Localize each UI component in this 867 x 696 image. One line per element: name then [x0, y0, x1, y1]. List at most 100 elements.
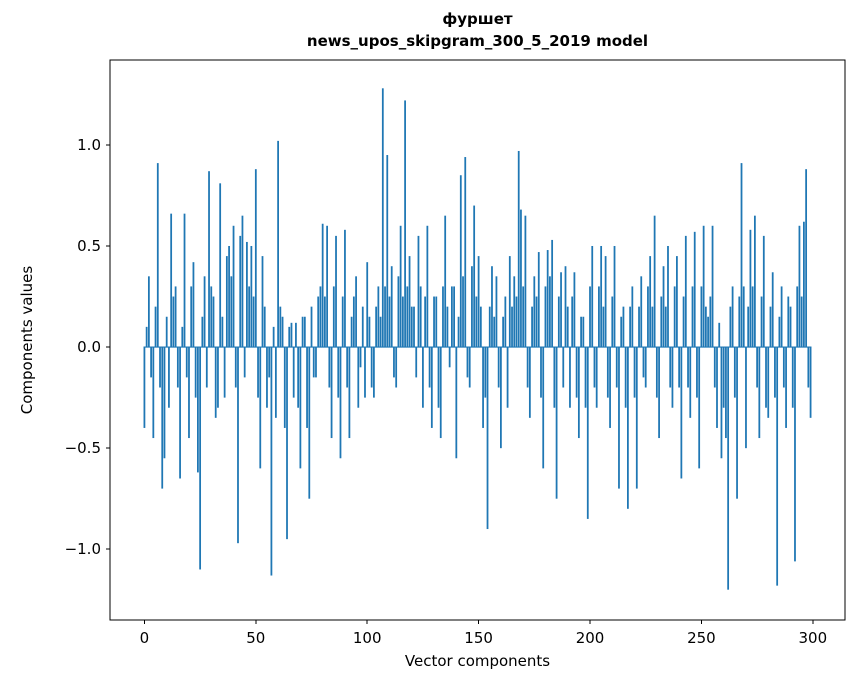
- bar: [691, 286, 694, 348]
- bar: [640, 276, 643, 348]
- bar: [395, 347, 398, 388]
- bar: [658, 347, 660, 439]
- bar: [234, 347, 237, 388]
- bar: [428, 347, 431, 388]
- bar: [424, 296, 427, 348]
- bar: [257, 347, 259, 398]
- bar: [627, 347, 629, 509]
- bar: [430, 347, 433, 428]
- bar: [332, 286, 335, 348]
- y-tick-label: 0.0: [77, 338, 101, 356]
- bar: [323, 296, 326, 348]
- bar: [410, 306, 413, 348]
- y-tick-label: 0.5: [77, 237, 101, 255]
- bar: [620, 316, 623, 348]
- bar: [185, 347, 188, 378]
- bar: [261, 256, 264, 348]
- bar: [493, 316, 496, 348]
- bar: [771, 272, 774, 348]
- bar: [736, 347, 738, 499]
- bar: [192, 262, 195, 348]
- bar: [341, 296, 344, 348]
- bar: [308, 347, 311, 499]
- bar: [290, 322, 293, 348]
- bar: [787, 296, 790, 348]
- bar: [397, 276, 400, 348]
- bar: [232, 225, 235, 348]
- bar: [664, 306, 667, 348]
- bar: [544, 286, 547, 348]
- bar: [631, 286, 634, 348]
- x-tick-label: 50: [246, 629, 265, 647]
- bar: [399, 225, 402, 348]
- bar: [618, 347, 620, 489]
- bar: [785, 347, 787, 428]
- bar: [809, 347, 812, 418]
- bar: [569, 347, 571, 408]
- bar: [335, 235, 337, 348]
- bar: [147, 276, 150, 348]
- bar: [751, 286, 754, 348]
- y-tick-label: −1.0: [65, 540, 101, 558]
- bar: [611, 296, 614, 348]
- tick-labels: 0 50 100 150 200 250 300 −1.0 −0.5 0.0 0.5 1.0: [65, 136, 828, 647]
- bar: [170, 213, 173, 348]
- bar: [205, 347, 208, 388]
- bar: [254, 169, 257, 348]
- x-tick-label: 150: [464, 629, 493, 647]
- bar: [156, 163, 159, 348]
- bar: [765, 347, 767, 408]
- bar: [749, 229, 752, 348]
- bar: [582, 316, 585, 348]
- bar: [373, 347, 375, 398]
- bar: [651, 306, 654, 348]
- bar: [223, 347, 226, 398]
- bar: [491, 266, 493, 348]
- bar: [181, 326, 184, 348]
- bar: [172, 296, 175, 348]
- bar: [292, 347, 295, 398]
- bar: [769, 306, 772, 348]
- bar: [468, 347, 471, 388]
- bar: [716, 347, 718, 428]
- bar: [615, 347, 618, 388]
- bar: [515, 296, 518, 348]
- bar: [760, 296, 763, 348]
- bar: [528, 347, 531, 418]
- bar: [506, 347, 509, 408]
- bar: [709, 296, 712, 348]
- bar: [622, 306, 625, 348]
- bar: [426, 225, 429, 348]
- bar: [252, 296, 255, 348]
- bar: [678, 347, 681, 388]
- bar: [671, 347, 674, 408]
- bar: [310, 306, 313, 348]
- bar: [682, 296, 685, 348]
- x-tick-label: 250: [687, 629, 716, 647]
- bar: [268, 347, 271, 378]
- bar: [377, 286, 380, 348]
- bar: [504, 296, 507, 348]
- bar: [571, 296, 574, 348]
- bar: [230, 276, 233, 348]
- bar: [241, 215, 244, 348]
- bar: [462, 276, 464, 348]
- chart-title-word: фуршет: [442, 10, 513, 28]
- bar: [393, 347, 395, 378]
- bar: [689, 347, 692, 418]
- bar: [152, 347, 155, 439]
- bar: [606, 347, 609, 398]
- bar: [386, 155, 389, 348]
- bar: [729, 306, 732, 348]
- bar: [390, 266, 393, 348]
- bar: [326, 225, 328, 348]
- bar: [642, 347, 645, 378]
- bar: [553, 347, 556, 408]
- bar: [589, 286, 591, 348]
- bar: [272, 326, 275, 348]
- bar: [154, 306, 157, 348]
- bar: [330, 347, 333, 439]
- bar: [277, 140, 279, 348]
- bar: [259, 347, 262, 469]
- bar: [355, 276, 357, 348]
